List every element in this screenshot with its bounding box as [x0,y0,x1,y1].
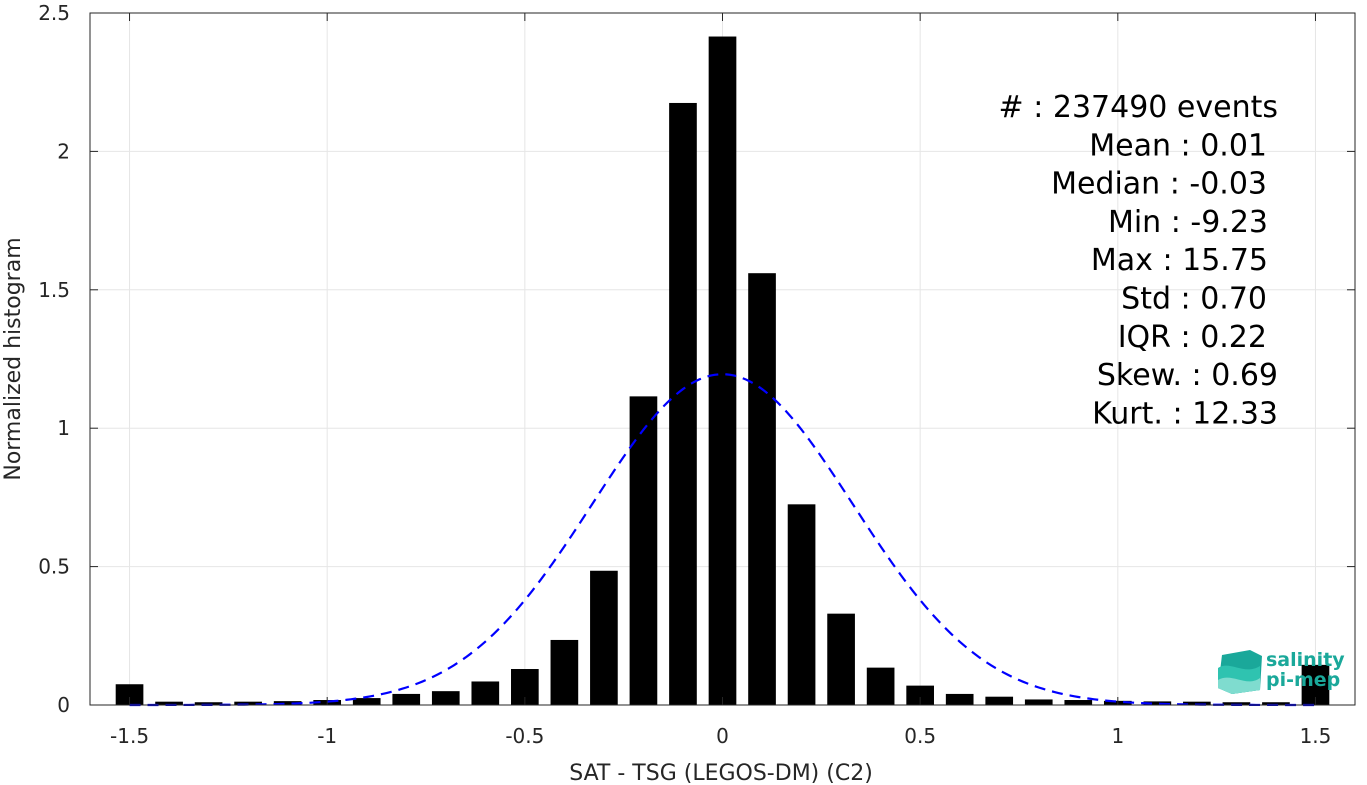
y-tick-label: 0.5 [38,555,70,579]
histogram-bar [985,696,1014,705]
x-tick-label: 0 [716,724,729,748]
y-tick-label: 1 [57,416,70,440]
x-tick-label: 0.5 [904,724,936,748]
stats-line: IQR : 0.22 [1118,320,1267,355]
logo-text-pimep: pi-mep [1266,669,1340,691]
logo-wave-icon [1218,650,1262,694]
y-tick-label: 1.5 [38,278,70,302]
histogram-bar [787,504,816,705]
stats-line: Mean : 0.01 [1089,128,1267,163]
logo-text-salinity: salinity [1266,649,1345,671]
stats-line: Kurt. : 12.33 [1092,396,1278,431]
axis-ticks: -1.5 -1 -0.5 0 0.5 1 1.5 0 0.5 1 1.5 2 2.5 [38,1,1355,748]
x-tick-label: 1 [1111,724,1124,748]
salinity-pimep-logo: salinity pi-mep [1218,649,1345,694]
histogram-bar [392,693,421,705]
histogram-bar [352,698,381,705]
y-tick-label: 0 [57,693,70,717]
histogram-bar [1222,702,1251,705]
histogram-bar [945,693,974,705]
stats-line: Std : 0.70 [1121,282,1267,317]
histogram-bar [866,667,895,705]
histogram-bar [669,102,697,705]
y-axis-title: Normalized histogram [1,237,26,480]
stats-line: Max : 15.75 [1091,243,1268,278]
histogram-bar [748,273,776,705]
histogram-bar [1064,700,1093,705]
y-tick-label: 2 [57,139,70,163]
x-tick-label: -1 [317,724,337,748]
x-tick-label: -1.5 [110,724,149,748]
stats-line: # : 237490 events [999,90,1278,125]
histogram-bar [273,701,302,705]
histogram-bar [155,701,183,705]
histogram-bar [234,701,262,705]
histogram-bar [115,684,144,705]
histogram-bar [590,570,618,705]
histogram-bar [471,681,500,705]
stats-line: Min : -9.23 [1108,205,1268,240]
stats-line: Skew. : 0.69 [1097,358,1278,393]
histogram-bar [431,691,460,705]
stats-line: Median : -0.03 [1051,167,1267,202]
y-tick-label: 2.5 [38,1,70,25]
histogram-bar [1143,701,1172,705]
histogram-bar [1183,701,1211,705]
x-tick-label: 1.5 [1300,724,1332,748]
histogram-bar [629,396,658,705]
histogram-bar [1262,702,1290,705]
histogram-bar [708,36,737,705]
histogram-bar [827,613,855,705]
histogram-bar [550,639,579,705]
x-tick-label: -0.5 [505,724,544,748]
histogram-bar [906,685,934,705]
x-axis-title: SAT - TSG (LEGOS-DM) (C2) [569,761,873,785]
histogram-bars [115,36,1330,705]
histogram-bar [194,702,223,705]
histogram-bar [1024,699,1053,705]
